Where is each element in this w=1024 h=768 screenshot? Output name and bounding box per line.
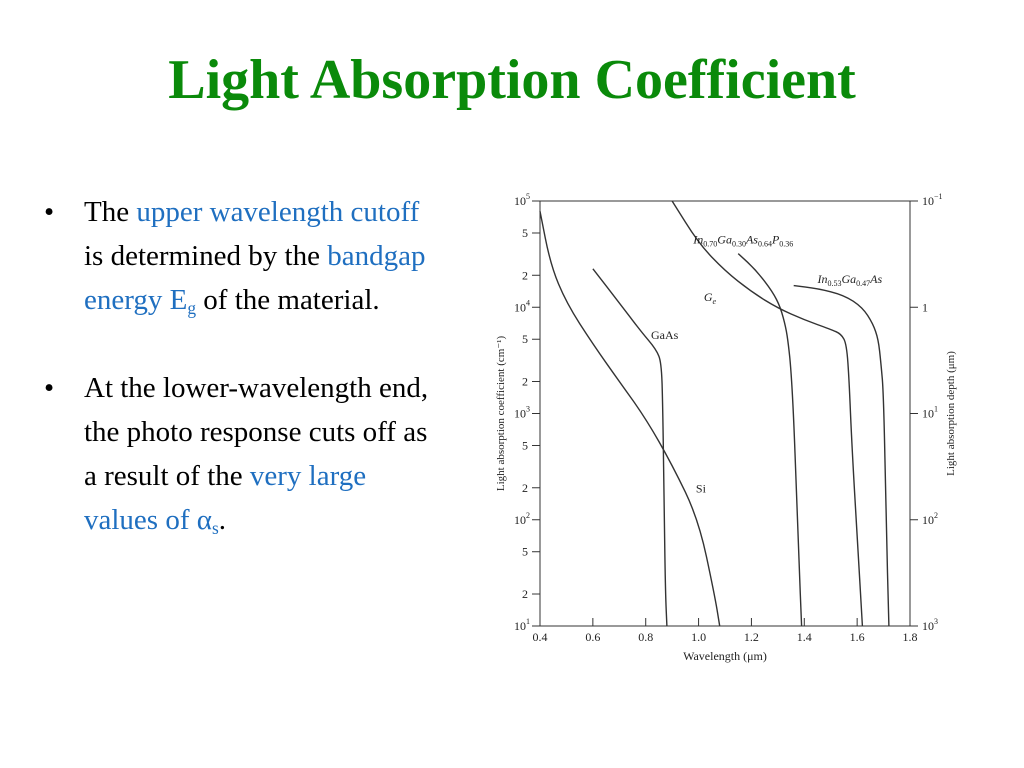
y-tick-label: 2 <box>522 587 528 601</box>
slide-title: Light Absorption Coefficient <box>168 49 856 111</box>
bullet-item: The upper wavelength cutoff is determine… <box>40 190 440 330</box>
highlight-text: very large values of α <box>84 460 367 537</box>
series-line <box>592 268 668 627</box>
y-right-tick-exponent: 2 <box>934 511 938 520</box>
y-tick-exponent: 2 <box>526 511 530 520</box>
series-label-part: As <box>869 272 882 286</box>
y-right-tick-label: 103 <box>922 617 938 633</box>
y-right-tick-exponent: 3 <box>934 617 938 626</box>
y-tick-base: 10 <box>514 513 526 527</box>
x-tick-label: 0.8 <box>638 630 653 644</box>
y-right-tick-label: 1 <box>922 300 928 314</box>
bullet-text: of the material. <box>196 284 380 316</box>
x-tick-label: 1.4 <box>797 630 812 644</box>
series-line <box>671 200 864 627</box>
series-label: Si <box>696 482 707 496</box>
series-label-part: In <box>692 232 703 246</box>
series-label-part: 0.36 <box>779 239 793 248</box>
x-tick-label: 1.6 <box>850 630 865 644</box>
bullet-text: The <box>84 196 137 228</box>
series-label-part: 0.70 <box>703 239 717 248</box>
y-right-tick-exponent: 1 <box>934 405 938 414</box>
y-tick-label: 2 <box>522 481 528 495</box>
bullet-text: is determined by the <box>84 240 328 272</box>
y-tick-label: 102 <box>514 511 530 527</box>
y-tick-base: 10 <box>514 194 526 208</box>
y-tick-label: 5 <box>522 332 528 346</box>
bullet-list: The upper wavelength cutoff is determine… <box>40 190 440 586</box>
y-right-tick-base: 1 <box>922 300 928 314</box>
y-tick-exponent: 3 <box>526 405 530 414</box>
y-right-tick-label: 101 <box>922 405 938 421</box>
bullet-text: . <box>218 504 226 537</box>
absorption-chart: 0.4 0.6 0.8 1.0 1.2 1.4 1.6 1.81055210452103521… <box>495 192 957 663</box>
x-tick-label: 1.8 <box>903 630 918 644</box>
series-label: GaAs <box>651 328 679 342</box>
y-tick-label: 105 <box>514 192 530 208</box>
x-tick-label: 0.4 <box>533 630 548 644</box>
bullet-item: At the lower-wavelength end, the photo r… <box>40 366 440 550</box>
x-tick-label: 1.2 <box>744 630 759 644</box>
y-right-tick-label: 10−1 <box>922 192 943 208</box>
series-label-part: G <box>704 290 713 304</box>
y-tick-label: 2 <box>522 268 528 282</box>
y-right-tick-exponent: −1 <box>934 192 943 201</box>
highlight-text: bandgap energy E <box>84 240 426 316</box>
highlight-subscript: g <box>187 298 197 319</box>
series-label-part: 0.64 <box>758 239 772 248</box>
series-label-part: e <box>713 297 717 306</box>
y-tick-label: 5 <box>522 438 528 452</box>
y-tick-base: 10 <box>514 619 526 633</box>
series-label-part: P <box>771 232 780 246</box>
y-tick-label: 2 <box>522 375 528 389</box>
y-tick-label: 5 <box>522 226 528 240</box>
series-line <box>793 284 890 627</box>
series-label: In0.53Ga0.47As <box>817 272 883 288</box>
y-right-tick-base: 10 <box>922 513 934 527</box>
plot-frame <box>539 200 911 627</box>
y-tick-label: 101 <box>514 617 530 633</box>
y-right-axis-label: Light absorption depth (μm) <box>945 351 957 476</box>
series-label: Ge <box>704 290 717 306</box>
series-label-part: 0.47 <box>856 279 870 288</box>
series-line <box>539 211 721 627</box>
y-right-tick-base: 10 <box>922 619 934 633</box>
y-right-tick-label: 102 <box>922 511 938 527</box>
series-label-part: Ga <box>717 232 732 246</box>
highlight-subscript: s <box>211 518 219 539</box>
y-tick-label: 103 <box>514 405 530 421</box>
y-tick-base: 10 <box>514 300 526 314</box>
series-label-part: 0.30 <box>732 239 746 248</box>
series-label-part: In <box>817 272 828 286</box>
y-right-tick-base: 10 <box>922 407 934 421</box>
y-tick-label: 5 <box>522 545 528 559</box>
series-line <box>737 253 803 627</box>
x-tick-label: 0.6 <box>585 630 600 644</box>
highlight-text: upper wavelength cutoff <box>136 196 420 228</box>
series-label-part: Ga <box>842 272 857 286</box>
y-tick-label: 104 <box>514 298 530 314</box>
series-label: In0.70Ga0.30As0.64P0.36 <box>692 232 793 248</box>
bullet-text: At the lower-wavelength end, the photo r… <box>84 372 429 493</box>
y-axis-label: Light absorption coefficient (cm⁻¹) <box>495 336 507 492</box>
x-axis-label: Wavelength (μm) <box>683 649 767 663</box>
series-label-part: 0.53 <box>828 279 842 288</box>
y-tick-exponent: 1 <box>526 617 530 626</box>
y-tick-exponent: 5 <box>526 192 530 201</box>
y-tick-base: 10 <box>514 407 526 421</box>
series-label-part: As <box>745 232 758 246</box>
y-tick-exponent: 4 <box>526 298 530 307</box>
x-tick-label: 1.0 <box>691 630 706 644</box>
y-right-tick-base: 10 <box>922 194 934 208</box>
